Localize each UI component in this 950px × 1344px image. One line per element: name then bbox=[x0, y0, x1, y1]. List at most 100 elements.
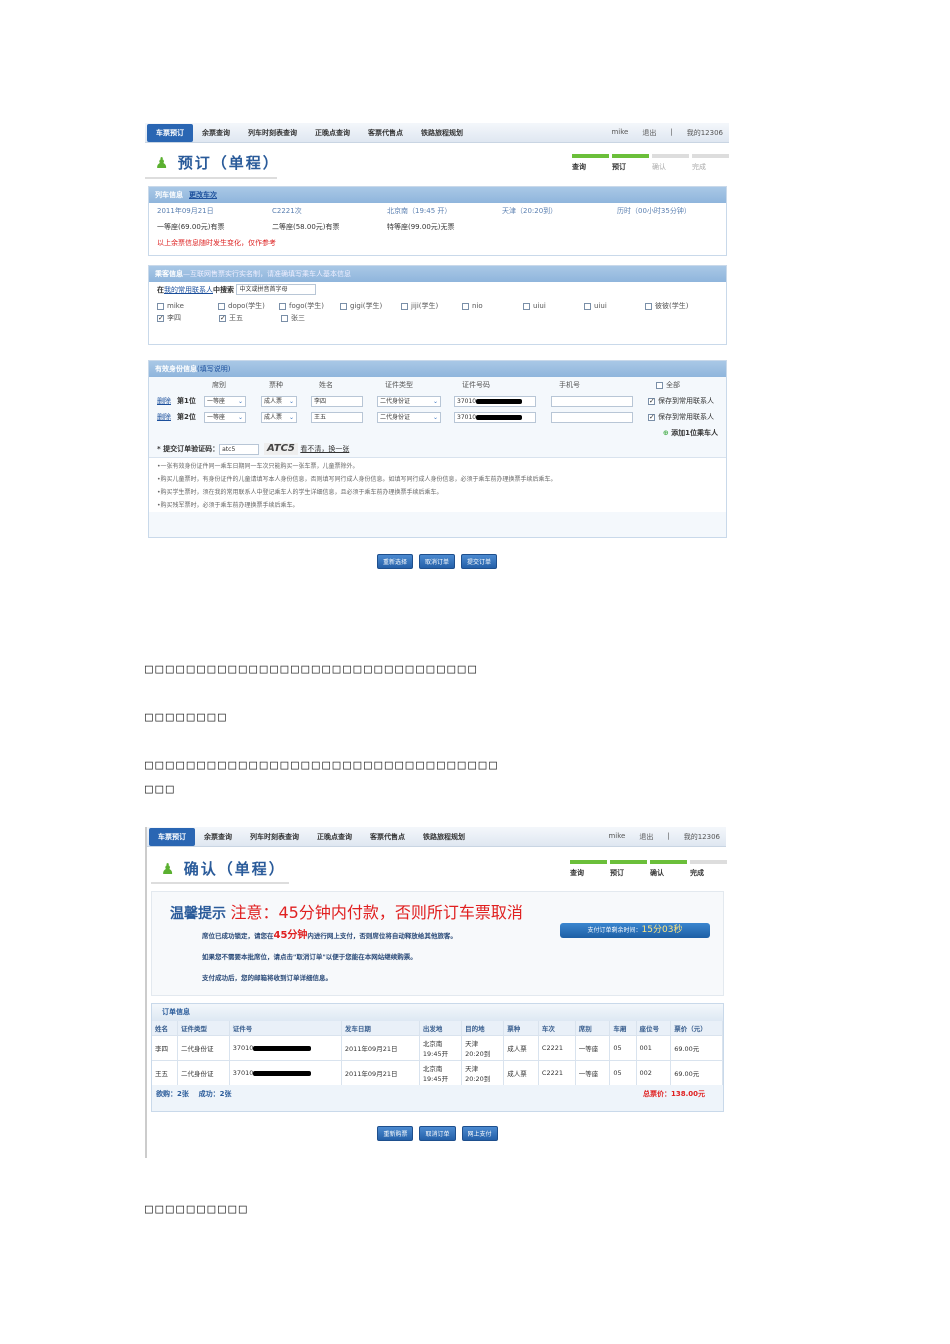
contact-option[interactable]: fogo(学生) bbox=[279, 300, 340, 312]
column-header: 席别 bbox=[575, 1021, 611, 1036]
my-12306-link[interactable]: 我的12306 bbox=[683, 832, 720, 841]
contact-name: 李四 bbox=[167, 314, 181, 322]
nav-item[interactable]: 余票查询 bbox=[204, 832, 232, 841]
contacts-link[interactable]: 我的常用联系人 bbox=[164, 286, 213, 294]
logout-link[interactable]: 退出 bbox=[639, 832, 654, 841]
username: mike bbox=[611, 127, 629, 136]
delete-link[interactable]: 删除 bbox=[157, 413, 171, 421]
want-count: 欲购：2张 bbox=[156, 1090, 189, 1098]
nav-item[interactable]: 客票代售点 bbox=[370, 832, 405, 841]
help-link[interactable]: (填写说明) bbox=[197, 365, 231, 373]
seat-select[interactable]: 一等座 bbox=[204, 395, 246, 407]
id-type-select[interactable]: 二代身份证 bbox=[377, 411, 441, 423]
contact-checkbox[interactable] bbox=[157, 312, 164, 324]
contact-checkbox[interactable] bbox=[584, 302, 591, 310]
table-cell: 二代身份证 bbox=[177, 1060, 230, 1085]
section-title: 有效身份信息 bbox=[155, 365, 197, 373]
contact-option[interactable]: nio bbox=[462, 300, 523, 312]
logout-link[interactable]: 退出 bbox=[642, 128, 657, 137]
contact-search-input[interactable]: 中文或拼音首字母 bbox=[236, 284, 317, 295]
phone-input[interactable] bbox=[551, 411, 633, 423]
name-input[interactable]: 李四 bbox=[311, 395, 363, 407]
save-contact-checkbox[interactable] bbox=[648, 411, 655, 423]
contact-checkbox[interactable] bbox=[281, 314, 288, 322]
ticket-type-select[interactable]: 成人票 bbox=[261, 395, 297, 407]
contact-option[interactable]: 彼彼(学生) bbox=[645, 300, 706, 312]
contact-checkbox[interactable] bbox=[462, 302, 469, 310]
contact-option[interactable]: 张三 bbox=[281, 312, 342, 324]
id-type-select[interactable]: 二代身份证 bbox=[377, 395, 441, 407]
captcha-refresh-link[interactable]: 看不清，换一张 bbox=[300, 445, 350, 453]
contact-checkbox[interactable] bbox=[279, 302, 286, 310]
seat-select[interactable]: 一等座 bbox=[204, 411, 246, 423]
nav-item[interactable]: 客票代售点 bbox=[368, 128, 403, 137]
nav-item[interactable]: 车票预订 bbox=[147, 123, 193, 142]
select-all-checkbox[interactable] bbox=[656, 381, 663, 389]
nav-item[interactable]: 正晚点查询 bbox=[315, 128, 350, 137]
contact-option[interactable]: jiji(学生) bbox=[401, 300, 462, 312]
title-underline bbox=[145, 177, 277, 179]
nav-item[interactable]: 列车时刻表查询 bbox=[248, 128, 297, 137]
table-cell: 001 bbox=[636, 1035, 672, 1061]
contact-option[interactable]: 王五 bbox=[219, 312, 281, 324]
column-header: 票种 bbox=[503, 1021, 539, 1036]
note-item: • 购买学生票时，须在我的常用联系人中登记乘车人的学生详细信息，且必须于乘车前办… bbox=[157, 489, 443, 496]
cancel-order-button[interactable]: 取消订单 bbox=[418, 554, 455, 569]
table-cell: 李四 bbox=[152, 1035, 179, 1061]
col-header: 票种 bbox=[269, 381, 283, 389]
rebook-button[interactable]: 重新购票 bbox=[377, 1126, 414, 1141]
ticket-type-select[interactable]: 成人票 bbox=[261, 411, 297, 423]
nav-item[interactable]: 车票预订 bbox=[149, 827, 195, 846]
contact-option[interactable]: mike bbox=[157, 300, 218, 312]
submit-order-button[interactable]: 提交订单 bbox=[461, 554, 498, 569]
phone-input[interactable] bbox=[551, 395, 633, 407]
captcha-input[interactable]: atc5 bbox=[219, 443, 260, 455]
nav-item[interactable]: 列车时刻表查询 bbox=[250, 832, 299, 841]
nav-item[interactable]: 铁路旅程规划 bbox=[423, 832, 465, 841]
col-header: 证件号码 bbox=[462, 381, 490, 389]
contact-option[interactable]: uiui bbox=[584, 300, 645, 312]
contact-checkbox[interactable] bbox=[218, 302, 225, 310]
contact-option[interactable]: 李四 bbox=[157, 312, 219, 324]
id-number-input[interactable]: 37010 bbox=[454, 395, 536, 407]
contact-checkbox[interactable] bbox=[219, 312, 226, 324]
contact-checkbox[interactable] bbox=[157, 302, 164, 310]
contact-name: dopo(学生) bbox=[228, 302, 265, 310]
nav-separator: | bbox=[670, 127, 673, 136]
progress-steps: 查询 预订 确认 完成 bbox=[572, 154, 729, 172]
cancel-order-button[interactable]: 取消订单 bbox=[419, 1126, 456, 1141]
top-nav: 车票预订 余票查询 列车时刻表查询 正晚点查询 客票代售点 铁路旅程规划 mik… bbox=[147, 827, 726, 847]
table-cell: 69.00元 bbox=[670, 1060, 723, 1085]
contact-option[interactable]: dopo(学生) bbox=[218, 300, 279, 312]
nav-item[interactable]: 铁路旅程规划 bbox=[421, 128, 463, 137]
contact-checkbox[interactable] bbox=[645, 302, 652, 310]
tip-line: 席位已成功锁定，请您在45分钟内进行网上支付，否则席位将自动释放给其他旅客。 bbox=[202, 930, 457, 941]
table-cell: 002 bbox=[636, 1060, 672, 1085]
save-contact-label: 保存到常用联系人 bbox=[658, 413, 714, 421]
contact-option[interactable]: gigi(学生) bbox=[340, 300, 401, 312]
nav-item[interactable]: 余票查询 bbox=[202, 128, 230, 137]
pay-online-button[interactable]: 网上支付 bbox=[461, 1126, 498, 1141]
save-contact-checkbox[interactable] bbox=[648, 395, 655, 407]
change-train-link[interactable]: 更改车次 bbox=[189, 191, 217, 199]
contact-name: jiji(学生) bbox=[411, 302, 439, 310]
add-passenger-icon[interactable]: ⊕ bbox=[662, 429, 669, 437]
contact-checkbox[interactable] bbox=[340, 302, 347, 310]
contact-option[interactable]: uiui bbox=[523, 300, 584, 312]
reselect-button[interactable]: 重新选择 bbox=[376, 554, 413, 569]
column-header: 证件类型 bbox=[177, 1021, 230, 1036]
contact-name: nio bbox=[472, 302, 483, 310]
nav-item[interactable]: 正晚点查询 bbox=[317, 832, 352, 841]
contact-checkbox[interactable] bbox=[523, 302, 530, 310]
delete-link[interactable]: 删除 bbox=[157, 397, 171, 405]
contact-name: 王五 bbox=[229, 314, 243, 322]
table-cell: 05 bbox=[609, 1035, 637, 1061]
my-12306-link[interactable]: 我的12306 bbox=[686, 128, 723, 137]
add-passenger-link[interactable]: 添加1位乘车人 bbox=[671, 429, 718, 437]
train-to: 天津（20:20到） bbox=[502, 207, 558, 215]
contact-checkbox[interactable] bbox=[401, 302, 408, 310]
top-nav: 车票预订 余票查询 列车时刻表查询 正晚点查询 客票代售点 铁路旅程规划 mik… bbox=[145, 123, 729, 143]
id-number-input[interactable]: 37010 bbox=[454, 411, 536, 423]
name-input[interactable]: 王五 bbox=[311, 411, 363, 423]
contact-name: 张三 bbox=[291, 314, 305, 322]
